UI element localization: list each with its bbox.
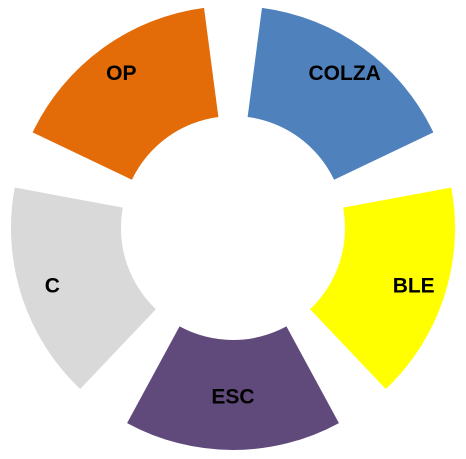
segment-label: OP (106, 62, 136, 85)
segment-label: BLE (393, 274, 435, 297)
segment-label: ESC (211, 386, 254, 409)
segment (32, 7, 219, 180)
segment-label: COLZA (309, 62, 381, 85)
segment (10, 187, 156, 390)
segment (127, 326, 339, 451)
segment (310, 187, 455, 390)
segment-label: C (45, 274, 60, 297)
segment (247, 7, 434, 180)
